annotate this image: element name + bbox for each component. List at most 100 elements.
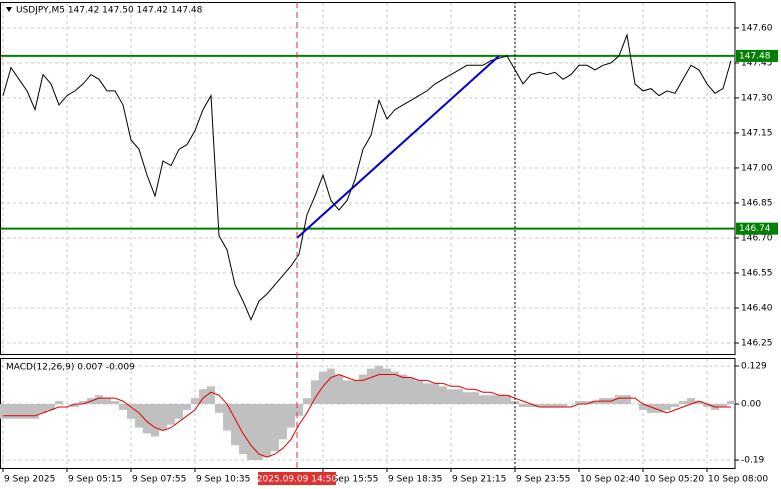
histogram-bar — [55, 401, 63, 405]
level-label: 146.74 — [739, 224, 771, 234]
y-tick-label: 0.129 — [741, 361, 767, 371]
histogram-bar — [95, 395, 103, 405]
histogram-bar — [239, 404, 247, 455]
histogram-bar — [151, 404, 159, 437]
histogram-bar — [439, 386, 447, 405]
x-tick-label: 9 Sep 18:35 — [388, 475, 442, 485]
histogram-bar — [535, 404, 543, 407]
histogram-bar — [679, 401, 687, 405]
histogram-bar — [327, 368, 335, 405]
x-tick-label: 9 Sep 05:15 — [68, 475, 122, 485]
x-tick-label: 9 Sep 15:55 — [324, 475, 378, 485]
histogram-bar — [359, 374, 367, 405]
y-tick-label: 147.00 — [741, 163, 773, 173]
histogram-bar — [231, 404, 239, 446]
histogram-bar — [351, 380, 359, 405]
macd-title: MACD(12,26,9) 0.007 -0.009 — [6, 363, 135, 373]
histogram-bar — [0, 404, 7, 419]
x-tick-label: 10 Sep 08:00 — [708, 475, 768, 485]
x-tick-label: 9 Sep 10:35 — [196, 475, 250, 485]
histogram-bar — [719, 404, 727, 407]
y-tick-label: 0.00 — [741, 400, 761, 410]
histogram-bar — [727, 401, 735, 405]
histogram-bar — [687, 398, 695, 405]
y-tick-label: 147.30 — [741, 93, 773, 103]
marker-label-box — [258, 472, 336, 485]
histogram-bar — [383, 368, 391, 405]
histogram-bar — [519, 404, 527, 407]
histogram-bar — [167, 404, 175, 425]
y-tick-label: 147.15 — [741, 128, 773, 138]
histogram-bar — [223, 404, 231, 431]
histogram-bar — [127, 404, 135, 419]
histogram-bar — [183, 404, 191, 410]
histogram-bar — [135, 404, 143, 428]
histogram-bar — [559, 404, 567, 407]
histogram-bar — [647, 404, 655, 413]
histogram-bar — [31, 404, 39, 419]
level-label: 147.48 — [739, 51, 771, 61]
histogram-bar — [103, 398, 111, 405]
histogram-bar — [367, 368, 375, 405]
histogram-bar — [271, 404, 279, 452]
histogram-bar — [303, 398, 311, 405]
y-tick-label: 146.25 — [741, 339, 773, 349]
x-tick-label: 9 Sep 21:15 — [452, 475, 506, 485]
histogram-bar — [335, 374, 343, 405]
histogram-bar — [583, 401, 591, 405]
histogram-bar — [479, 395, 487, 405]
histogram-bar — [695, 401, 703, 405]
histogram-bar — [215, 404, 223, 413]
histogram-bar — [255, 404, 263, 461]
histogram-bar — [663, 404, 671, 410]
histogram-bar — [391, 371, 399, 405]
histogram-bar — [423, 383, 431, 405]
y-tick-label: -0.19 — [741, 456, 765, 466]
histogram-bar — [399, 374, 407, 405]
histogram-bar — [71, 404, 79, 407]
histogram-bar — [247, 404, 255, 461]
histogram-bar — [191, 398, 199, 405]
histogram-bar — [295, 404, 303, 416]
histogram-bar — [431, 383, 439, 405]
histogram-bar — [407, 377, 415, 405]
histogram-bar — [447, 389, 455, 405]
histogram-bar — [175, 404, 183, 419]
histogram-bar — [287, 404, 295, 428]
y-tick-label: 147.45 — [741, 58, 773, 68]
histogram-bar — [111, 401, 119, 405]
histogram-bar — [415, 380, 423, 405]
histogram-bar — [615, 395, 623, 405]
histogram-bar — [551, 404, 559, 407]
histogram-bar — [207, 386, 215, 405]
level-label-box — [736, 222, 778, 235]
histogram-bar — [159, 404, 167, 431]
histogram-bar — [39, 404, 47, 413]
trend-line — [296, 55, 500, 239]
histogram-bar — [47, 404, 55, 410]
y-tick-label: 146.85 — [741, 198, 773, 208]
histogram-bar — [495, 395, 503, 405]
histogram-bar — [591, 401, 599, 405]
histogram-bar — [527, 404, 535, 407]
histogram-bar — [311, 380, 319, 405]
histogram-bar — [319, 371, 327, 405]
histogram-bar — [471, 392, 479, 405]
histogram-bar — [79, 401, 87, 405]
histogram-bar — [343, 380, 351, 405]
y-tick-label: 146.55 — [741, 269, 773, 279]
histogram-bar — [623, 395, 631, 405]
signal-line — [3, 373, 731, 458]
histogram-bar — [455, 389, 463, 405]
y-tick-label: 146.40 — [741, 304, 773, 314]
histogram-bar — [15, 404, 23, 419]
x-tick-label: 10 Sep 02:40 — [580, 475, 640, 485]
level-label-box — [736, 49, 778, 62]
histogram-bar — [375, 365, 383, 405]
histogram-bar — [199, 389, 207, 405]
histogram-bar — [639, 404, 647, 410]
price-line — [2, 32, 732, 321]
title-icon — [6, 7, 12, 12]
